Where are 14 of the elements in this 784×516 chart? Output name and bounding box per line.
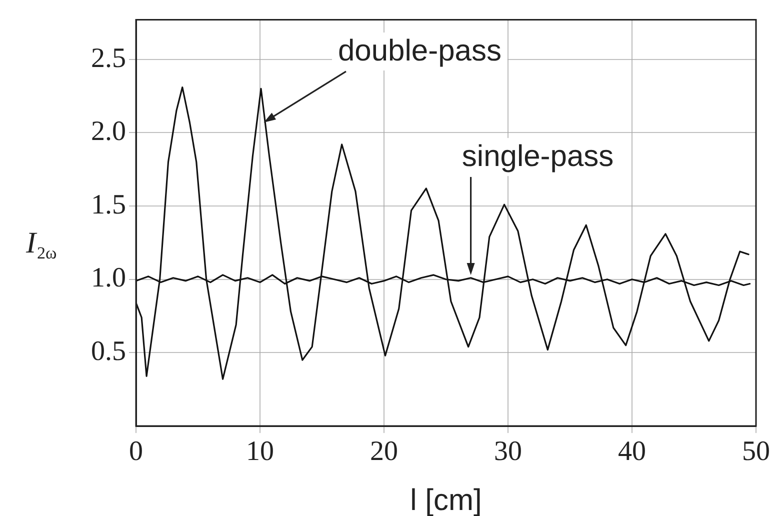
y-tick-label: 2.0: [91, 116, 126, 148]
x-tick-label: 20: [370, 436, 398, 468]
annotation: double-pass: [338, 34, 502, 68]
x-axis-title: l [cm]: [410, 484, 482, 516]
annotation: single-pass: [462, 140, 614, 174]
x-tick-label: 50: [742, 436, 770, 468]
y-tick-label: 0.5: [91, 336, 126, 368]
y-tick-label: 1.5: [91, 189, 126, 220]
y-tick-label: 2.5: [91, 42, 126, 74]
x-tick-label: 10: [246, 436, 274, 468]
y-tick-label: 1.0: [91, 262, 126, 294]
x-tick-label: 30: [494, 436, 522, 468]
x-tick-label: 40: [618, 436, 646, 468]
x-tick-label: 0: [129, 436, 143, 468]
